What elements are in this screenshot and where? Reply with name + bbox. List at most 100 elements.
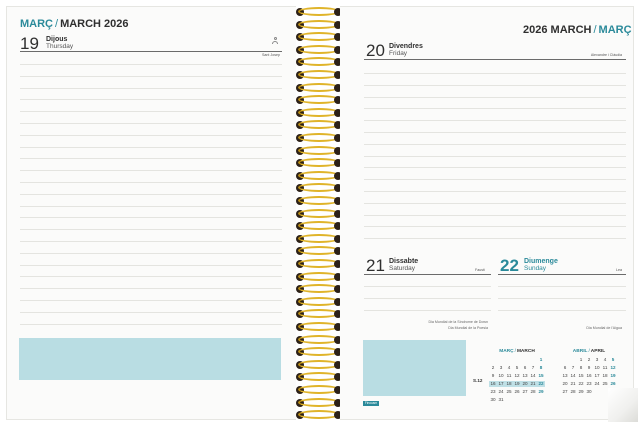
punch-hole: [334, 197, 342, 205]
mini-calendar-day: 12: [514, 373, 520, 378]
mini-calendar-day: [569, 357, 577, 363]
mini-calendar-day: 7: [531, 365, 535, 370]
spiral-coil: [292, 409, 348, 421]
punch-hole: [334, 373, 342, 382]
punch-hole: [334, 45, 342, 54]
right-month-header: 2026 MARCH / MARÇ: [523, 24, 632, 36]
spiral-coil: [292, 208, 348, 220]
mini-calendar-day: 31: [498, 397, 504, 402]
day-21-number: 21: [366, 256, 385, 275]
mini-calendar-day: 9: [587, 365, 591, 370]
writing-line: [364, 155, 626, 157]
mini-calendar-day: 23: [586, 381, 592, 386]
spiral-coil: [292, 132, 348, 144]
day-22-writing-lines[interactable]: [498, 286, 626, 321]
mini-calendar-day: 8: [579, 365, 583, 370]
writing-line: [20, 252, 282, 254]
header-separator: /: [593, 24, 597, 36]
writing-line: [20, 122, 282, 124]
day-21-event-2: Dia Mundial de la Poesia: [448, 326, 488, 330]
mini-calendar-day: 14: [570, 373, 576, 378]
writing-line: [364, 190, 626, 192]
writing-line: [20, 87, 282, 89]
spiral-coil: [292, 6, 348, 18]
spiral-coil: [292, 308, 348, 320]
mini-calendar-day: [593, 389, 601, 395]
spiral-coil: [292, 145, 348, 157]
mini-calendar-day: 22: [537, 381, 545, 387]
left-notes-box[interactable]: [19, 338, 281, 380]
spiral-coil: [292, 283, 348, 295]
punch-hole: [334, 121, 342, 130]
spiral-coil: [292, 334, 348, 346]
mini-calendar-day: [521, 357, 529, 363]
punch-hole: [334, 285, 342, 294]
day-21-writing-lines[interactable]: [364, 286, 491, 321]
mini-calendar-day: 29: [538, 389, 544, 394]
mini-calendar-day: 24: [498, 389, 504, 394]
spiral-coil: [292, 19, 348, 31]
mini-calendar-day: [513, 357, 521, 363]
spiral-coil: [292, 258, 348, 270]
punch-hole: [334, 184, 342, 193]
punch-hole: [334, 335, 342, 344]
mini-march-title-ca: MARÇ: [499, 349, 514, 354]
mini-calendar-day: 1: [579, 357, 583, 362]
mini-calendar-day: 27: [562, 389, 568, 394]
writing-line: [20, 158, 282, 160]
mini-calendar-day: 10: [498, 373, 504, 378]
mini-calendar-day: [521, 397, 529, 403]
writing-line: [20, 193, 282, 195]
mini-calendar-day: 23: [490, 389, 496, 394]
writing-line: [364, 120, 626, 122]
spiral-coil: [292, 296, 348, 308]
mini-april-title-ca: ABRIL: [572, 349, 588, 354]
punch-hole: [334, 209, 342, 218]
mini-calendar-day: 30: [586, 389, 592, 394]
spiral-coil: [292, 321, 348, 333]
writing-line: [20, 205, 282, 207]
left-writing-lines[interactable]: [20, 64, 282, 335]
spiral-coil: [292, 157, 348, 169]
writing-line: [364, 84, 626, 86]
writing-line: [364, 309, 491, 311]
mini-calendar-day: 1: [539, 357, 543, 362]
spiral-coil: [292, 170, 348, 182]
mini-calendar-day: 16: [586, 373, 592, 378]
month-ca: MARÇ: [20, 18, 53, 30]
mini-calendar-day: 4: [603, 357, 607, 362]
day-20-writing-lines[interactable]: [364, 73, 626, 250]
punch-hole: [334, 33, 342, 42]
day-20-saint: Alexandre i Clàudia: [590, 53, 622, 57]
spiral-coil: [292, 371, 348, 383]
mini-calendar-day: 16: [489, 381, 497, 387]
writing-line: [20, 229, 282, 231]
day-21-name-ca: Dissabte: [389, 258, 419, 265]
writing-line: [364, 131, 626, 133]
writing-line: [20, 311, 282, 313]
brand-logo: Finocam: [363, 401, 379, 406]
spiral-coil: [292, 397, 348, 409]
mini-calendar-day: 8: [539, 365, 543, 370]
right-notes-box[interactable]: [363, 340, 466, 396]
day-21-header-rule: [364, 274, 491, 275]
punch-hole: [334, 58, 342, 67]
mini-calendar-day: 3: [595, 357, 599, 362]
mini-calendar-day: 11: [602, 365, 608, 370]
punch-hole: [334, 8, 342, 16]
mini-calendar-day: 15: [538, 373, 544, 378]
mini-calendar-march: MARÇ/MARCH 1 2 3 4 5 6 7 8 9 10 11 12 13 14 15 16 17 18 19…: [489, 349, 545, 403]
mini-calendar-day: 13: [522, 373, 528, 378]
mini-march-title-sep: /: [514, 349, 516, 354]
mini-calendar-day: 3: [499, 365, 503, 370]
mini-calendar-day: 18: [602, 373, 608, 378]
punch-hole: [334, 247, 342, 256]
writing-line: [364, 143, 626, 145]
mini-calendar-day: [497, 357, 505, 363]
mini-calendar-day: 17: [594, 373, 600, 378]
writing-line: [20, 264, 282, 266]
mini-march-title: MARÇ/MARCH: [489, 349, 545, 354]
mini-calendar-day: 28: [530, 389, 536, 394]
punch-hole: [334, 83, 342, 92]
mini-calendar-day: [537, 397, 545, 403]
